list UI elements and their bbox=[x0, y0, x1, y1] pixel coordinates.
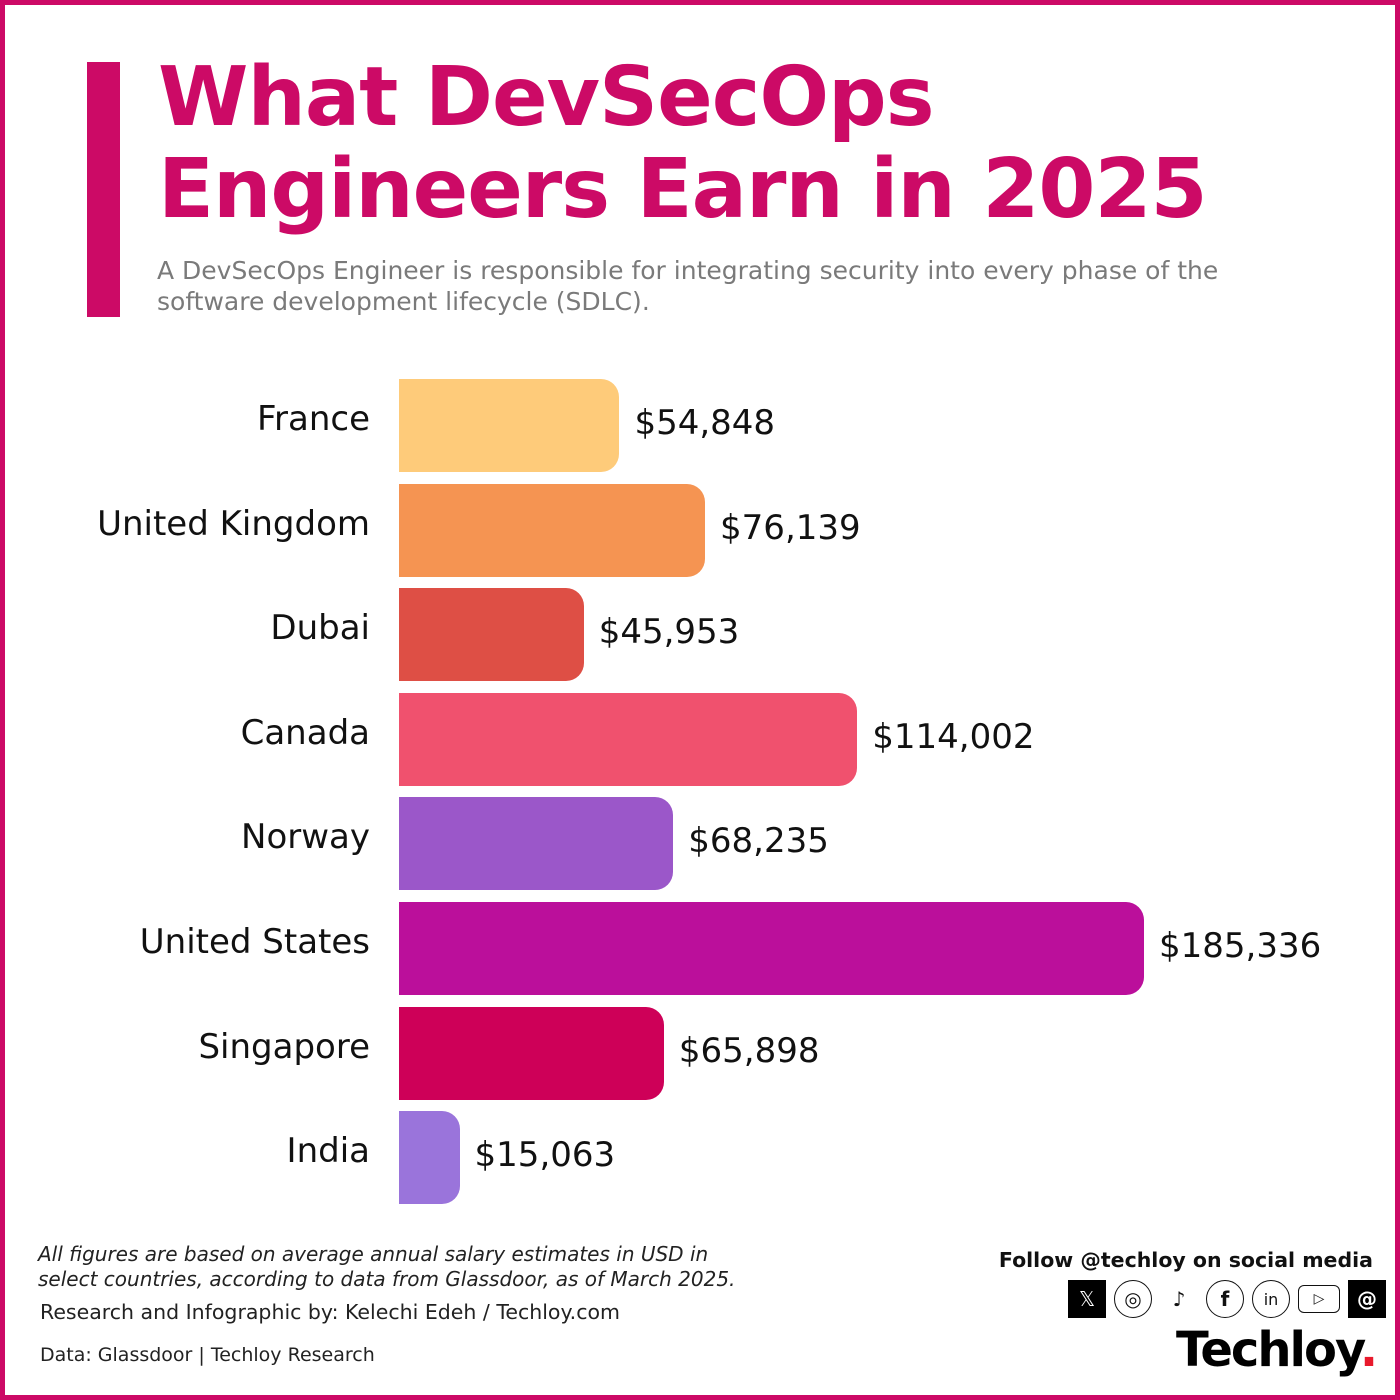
value-label: $15,063 bbox=[474, 1135, 616, 1176]
bar-united-states bbox=[399, 902, 1144, 995]
bar-united-kingdom bbox=[399, 483, 706, 577]
page-title: What DevSecOps Engineers Earn in 2025 bbox=[158, 50, 1208, 237]
value-label: $185,336 bbox=[1159, 926, 1322, 966]
subtitle: A DevSecOps Engineer is responsible for … bbox=[157, 256, 1219, 316]
title-line-1: What DevSecOps bbox=[158, 50, 935, 145]
title-line-2: Engineers Earn in 2025 bbox=[158, 142, 1208, 237]
bar-france bbox=[399, 379, 620, 472]
category-label: Norway bbox=[241, 817, 370, 858]
facebook-icon[interactable]: f bbox=[1206, 1280, 1244, 1318]
bar-norway bbox=[399, 797, 674, 891]
techloy-logo: Techloy. bbox=[1176, 1322, 1378, 1378]
category-label: Singapore bbox=[198, 1026, 370, 1067]
credit: Research and Infographic by: Kelechi Ede… bbox=[40, 1300, 620, 1324]
category-label: Dubai bbox=[270, 608, 370, 649]
social-icons: 𝕏 ◎ ♪ f in ▷ @ bbox=[1068, 1280, 1386, 1318]
bar-dubai bbox=[399, 588, 584, 682]
bar-singapore bbox=[399, 1006, 664, 1100]
value-label: $76,139 bbox=[720, 507, 861, 548]
youtube-icon[interactable]: ▷ bbox=[1298, 1285, 1340, 1313]
value-label: $68,235 bbox=[688, 821, 829, 862]
threads-icon[interactable]: @ bbox=[1348, 1280, 1386, 1318]
category-label: India bbox=[286, 1131, 370, 1172]
category-label: France bbox=[256, 399, 370, 439]
bar-chart: France $54,848 United Kingdom $76,139 Dubai $… bbox=[0, 360, 1400, 1220]
tiktok-icon[interactable]: ♪ bbox=[1172, 1287, 1186, 1311]
category-label: Canada bbox=[240, 712, 370, 753]
footnote: All figures are based on average annual … bbox=[38, 1242, 736, 1291]
value-label: $54,848 bbox=[634, 403, 776, 443]
linkedin-icon[interactable]: in bbox=[1252, 1280, 1290, 1318]
instagram-icon[interactable]: ◎ bbox=[1114, 1280, 1152, 1318]
data-source: Data: Glassdoor | Techloy Research bbox=[40, 1344, 375, 1366]
bar-india bbox=[399, 1111, 460, 1205]
title-accent-bar bbox=[87, 62, 120, 317]
follow-text: Follow @techloy on social media bbox=[998, 1248, 1373, 1272]
category-label: United States bbox=[139, 922, 370, 962]
value-label: $65,898 bbox=[678, 1030, 820, 1071]
x-icon[interactable]: 𝕏 bbox=[1068, 1280, 1106, 1318]
category-label: United Kingdom bbox=[97, 503, 370, 544]
bar-canada bbox=[399, 692, 858, 786]
value-label: $45,953 bbox=[598, 612, 740, 653]
value-label: $114,002 bbox=[872, 716, 1035, 757]
